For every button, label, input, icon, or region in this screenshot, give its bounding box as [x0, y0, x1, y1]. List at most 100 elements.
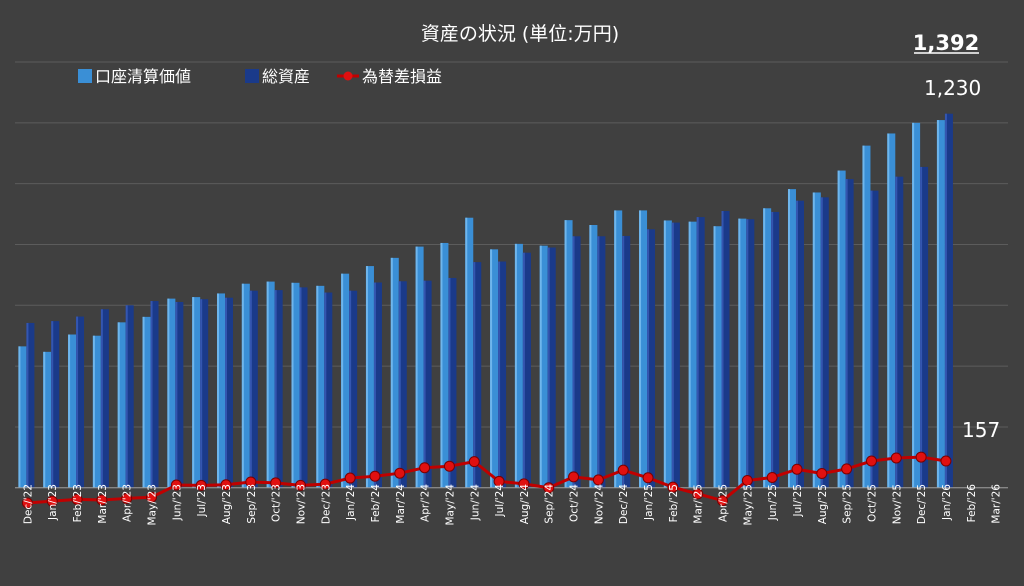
bar-highlight: [423, 280, 426, 488]
bar-total-assets: [498, 261, 507, 488]
bar-total-assets: [473, 262, 482, 488]
legend-label-account-value: 口座清算価値: [95, 67, 191, 86]
bar-highlight: [241, 283, 244, 488]
bar-account-value: [390, 257, 399, 488]
bar-total-assets: [423, 280, 432, 488]
bar-highlight: [349, 290, 352, 488]
fx-point: [394, 467, 406, 479]
bar-account-value: [192, 297, 201, 488]
bar-account-value: [564, 220, 573, 488]
bar-total-assets: [795, 200, 804, 488]
x-tick-label: Jan/'25: [643, 484, 655, 521]
x-tick-label: Feb/'25: [668, 484, 680, 522]
fx-point: [841, 463, 853, 475]
bar-total-assets: [76, 316, 85, 488]
bar-highlight: [316, 285, 319, 488]
callout-line-last: 157: [962, 418, 1000, 442]
bar-highlight: [341, 273, 344, 488]
x-tick-label: Dec/'23: [320, 484, 332, 524]
x-tick-label: Jun/'25: [767, 484, 779, 521]
bar-highlight: [738, 218, 741, 488]
bar-account-value: [490, 249, 499, 488]
bar-highlight: [125, 305, 128, 488]
bar-highlight: [373, 282, 376, 488]
legend-label-total-assets: 総資産: [262, 67, 310, 86]
x-tick-label: Dec/'24: [618, 484, 630, 524]
legend: 口座清算価値 総資産 為替差損益: [78, 67, 442, 86]
bar-highlight: [415, 246, 418, 488]
fx-point: [121, 492, 133, 504]
bar-highlight: [912, 122, 915, 488]
bar-highlight: [639, 210, 642, 488]
legend-label-fx: 為替差損益: [362, 67, 442, 86]
fx-point: [667, 481, 679, 493]
bar-highlight: [944, 113, 947, 488]
bar-highlight: [365, 266, 368, 488]
bar-total-assets: [225, 297, 234, 488]
x-tick-label: Feb/'23: [72, 484, 84, 522]
fx-point: [170, 479, 182, 491]
bar-account-value: [142, 316, 151, 488]
bar-account-value: [365, 266, 374, 488]
bar-account-value: [43, 351, 52, 488]
x-tick-label: Nov/'25: [891, 484, 903, 524]
x-tick-label: Jul/'25: [792, 484, 804, 517]
bar-total-assets: [771, 211, 780, 488]
bar-total-assets: [398, 281, 407, 488]
bar-highlight: [688, 221, 691, 488]
bar-highlight: [812, 192, 815, 488]
x-tick-label: Oct/'25: [866, 484, 878, 522]
bar-account-value: [167, 298, 176, 488]
fx-point: [319, 478, 331, 490]
bar-account-value: [862, 145, 871, 488]
bar-highlight: [514, 243, 517, 488]
bar-account-value: [837, 170, 846, 488]
x-tick-label: Dec/'22: [22, 484, 34, 524]
fx-point: [865, 455, 877, 467]
bar-highlight: [820, 197, 823, 488]
bar-highlight: [845, 179, 848, 488]
bar-highlight: [266, 281, 269, 488]
fx-point: [518, 478, 530, 490]
bar-highlight: [167, 298, 170, 488]
fx-point: [940, 455, 952, 467]
bar-total-assets: [249, 290, 258, 488]
bar-account-value: [68, 334, 77, 488]
bar-total-assets: [26, 322, 35, 488]
x-tick-label: May/'23: [147, 484, 159, 526]
bar-total-assets: [150, 301, 159, 488]
bar-total-assets: [696, 217, 705, 488]
bar-highlight: [192, 297, 195, 488]
fx-point: [419, 462, 431, 474]
bar-total-assets: [324, 292, 333, 488]
bar-account-value: [812, 192, 821, 488]
bar-account-value: [887, 133, 896, 488]
fx-point: [766, 471, 778, 483]
bar-highlight: [622, 235, 625, 488]
fx-point: [270, 477, 282, 489]
bar-highlight: [795, 200, 798, 488]
x-tick-label: Feb/'26: [966, 484, 978, 523]
bar-highlight: [448, 277, 451, 488]
bar-highlight: [895, 176, 898, 488]
bar-total-assets: [920, 166, 929, 488]
bar-highlight: [771, 211, 774, 488]
fx-point: [741, 474, 753, 486]
x-tick-label: Jul/'23: [196, 484, 208, 517]
bar-highlight: [324, 292, 327, 488]
bar-highlight: [572, 236, 575, 488]
bar-total-assets: [448, 277, 457, 488]
bar-account-value: [117, 322, 126, 488]
bar-account-value: [614, 210, 623, 488]
bar-highlight: [142, 316, 145, 488]
fx-point: [294, 479, 306, 491]
bar-highlight: [597, 236, 600, 488]
bar-account-value: [688, 221, 697, 488]
legend-swatch-fx-marker: [343, 71, 353, 81]
callout-bar-last: 1,230: [924, 76, 981, 100]
x-tick-label: Nov/'23: [295, 484, 307, 524]
bar-highlight: [763, 208, 766, 488]
bar-highlight: [398, 281, 401, 488]
fx-line: [27, 455, 947, 505]
x-tick-label: Sep/'24: [544, 484, 556, 524]
